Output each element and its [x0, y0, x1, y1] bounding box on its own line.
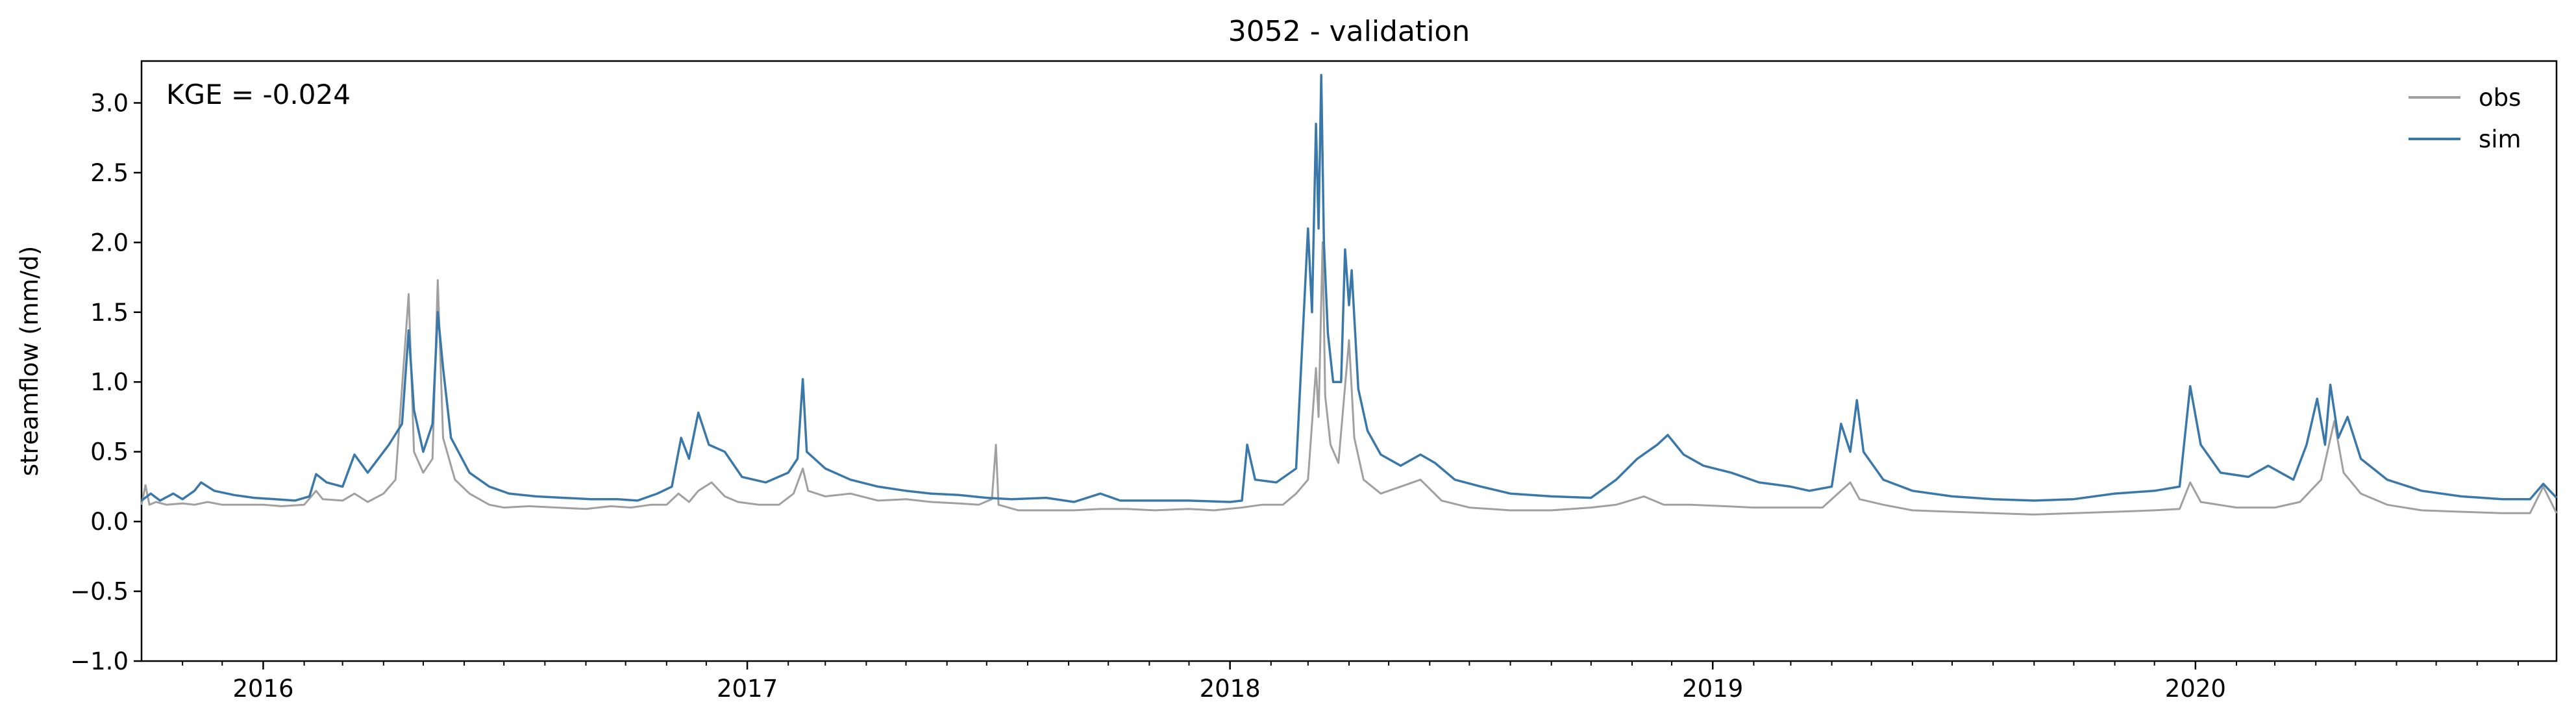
x-tick-label: 2019	[1682, 675, 1743, 703]
chart-title: 3052 - validation	[1228, 15, 1470, 48]
y-tick-label: 2.5	[90, 159, 129, 187]
legend: obs sim	[2409, 84, 2521, 153]
x-tick-label: 2017	[717, 675, 778, 703]
series-line-obs	[140, 241, 2558, 516]
y-tick-label: −1.0	[70, 647, 129, 675]
series-layer	[140, 73, 2558, 516]
y-axis: −1.0 −0.5 0.0 0.5 1.0 1.5 2.0 2.5 3.0	[70, 89, 142, 675]
x-axis: 2016 2017 2018 2019 2020	[182, 661, 2519, 703]
y-axis-label: streamflow (mm/d)	[16, 246, 43, 477]
series-line-sim	[140, 73, 2558, 503]
x-tick-label: 2018	[1200, 675, 1261, 703]
y-tick-label: 1.0	[90, 368, 129, 396]
y-tick-label: 1.5	[90, 299, 129, 327]
y-tick-label: 0.5	[90, 438, 129, 466]
legend-label-sim: sim	[2479, 125, 2521, 153]
y-tick-label: 0.0	[90, 508, 129, 536]
y-tick-label: 2.0	[90, 229, 129, 257]
x-tick-label: 2016	[232, 675, 293, 703]
y-tick-label: −0.5	[70, 578, 129, 606]
legend-label-obs: obs	[2479, 84, 2521, 112]
plot-frame	[140, 60, 2558, 662]
plot-area	[140, 60, 2558, 662]
y-tick-label: 3.0	[90, 89, 129, 117]
kge-annotation: KGE = -0.024	[166, 79, 351, 110]
x-tick-label: 2020	[2165, 675, 2226, 703]
